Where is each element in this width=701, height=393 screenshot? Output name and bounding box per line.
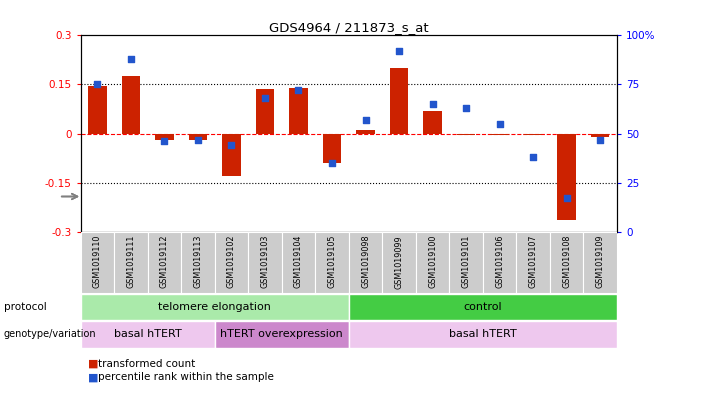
Text: GSM1019108: GSM1019108 xyxy=(562,235,571,288)
Text: ■: ■ xyxy=(88,358,98,369)
Point xyxy=(259,95,271,101)
Bar xyxy=(349,294,617,320)
Bar xyxy=(491,134,509,135)
Bar xyxy=(122,76,140,134)
Bar xyxy=(457,134,475,135)
Bar xyxy=(591,134,609,137)
Point xyxy=(92,81,103,88)
Bar xyxy=(517,232,550,293)
Text: GSM1019098: GSM1019098 xyxy=(361,235,370,288)
Point xyxy=(327,160,338,166)
Bar xyxy=(382,232,416,293)
Bar xyxy=(550,232,583,293)
Text: control: control xyxy=(463,302,502,312)
Text: basal hTERT: basal hTERT xyxy=(114,329,182,340)
Point xyxy=(226,142,237,149)
Bar xyxy=(390,68,408,134)
Bar xyxy=(189,134,207,140)
Text: GSM1019112: GSM1019112 xyxy=(160,235,169,288)
Bar xyxy=(215,232,248,293)
Text: percentile rank within the sample: percentile rank within the sample xyxy=(98,372,274,382)
Bar xyxy=(81,294,349,320)
Bar xyxy=(215,321,349,348)
Point xyxy=(360,117,371,123)
Text: ■: ■ xyxy=(88,372,98,382)
Point xyxy=(494,121,505,127)
Text: GSM1019105: GSM1019105 xyxy=(327,235,336,288)
Bar xyxy=(449,232,483,293)
Bar xyxy=(81,321,215,348)
Point xyxy=(561,195,572,202)
Text: hTERT overexpression: hTERT overexpression xyxy=(220,329,343,340)
Bar xyxy=(483,232,517,293)
Bar xyxy=(155,134,174,140)
Bar xyxy=(81,232,114,293)
Text: GSM1019109: GSM1019109 xyxy=(596,235,605,288)
Text: GSM1019106: GSM1019106 xyxy=(495,235,504,288)
Bar xyxy=(88,86,107,134)
Point xyxy=(427,101,438,107)
Bar xyxy=(349,232,382,293)
Point xyxy=(393,48,404,54)
Bar xyxy=(423,111,442,134)
Bar xyxy=(322,134,341,163)
Text: GSM1019100: GSM1019100 xyxy=(428,235,437,288)
Bar xyxy=(248,232,282,293)
Text: telomere elongation: telomere elongation xyxy=(158,302,271,312)
Text: transformed count: transformed count xyxy=(98,358,196,369)
Text: GSM1019099: GSM1019099 xyxy=(395,235,404,288)
Text: GSM1019110: GSM1019110 xyxy=(93,235,102,288)
Text: GSM1019113: GSM1019113 xyxy=(193,235,203,288)
Text: GSM1019104: GSM1019104 xyxy=(294,235,303,288)
Point xyxy=(192,136,203,143)
Bar xyxy=(356,130,375,134)
Text: genotype/variation: genotype/variation xyxy=(4,329,96,340)
Text: protocol: protocol xyxy=(4,302,46,312)
Bar xyxy=(315,232,349,293)
Bar xyxy=(181,232,215,293)
Title: GDS4964 / 211873_s_at: GDS4964 / 211873_s_at xyxy=(269,21,428,34)
Bar xyxy=(524,134,543,135)
Point xyxy=(125,56,137,62)
Bar xyxy=(416,232,449,293)
Bar xyxy=(349,321,617,348)
Text: GSM1019103: GSM1019103 xyxy=(261,235,269,288)
Bar xyxy=(114,232,148,293)
Bar xyxy=(148,232,181,293)
Point xyxy=(594,136,606,143)
Text: basal hTERT: basal hTERT xyxy=(449,329,517,340)
Bar xyxy=(256,90,274,134)
Bar xyxy=(583,232,617,293)
Point xyxy=(159,138,170,145)
Point xyxy=(527,154,538,160)
Text: GSM1019101: GSM1019101 xyxy=(461,235,470,288)
Bar xyxy=(222,134,240,176)
Point xyxy=(461,105,472,111)
Bar xyxy=(557,134,576,220)
Point xyxy=(293,87,304,94)
Bar xyxy=(290,88,308,134)
Text: GSM1019102: GSM1019102 xyxy=(227,235,236,288)
Bar xyxy=(282,232,315,293)
Text: GSM1019107: GSM1019107 xyxy=(529,235,538,288)
Text: GSM1019111: GSM1019111 xyxy=(126,235,135,288)
